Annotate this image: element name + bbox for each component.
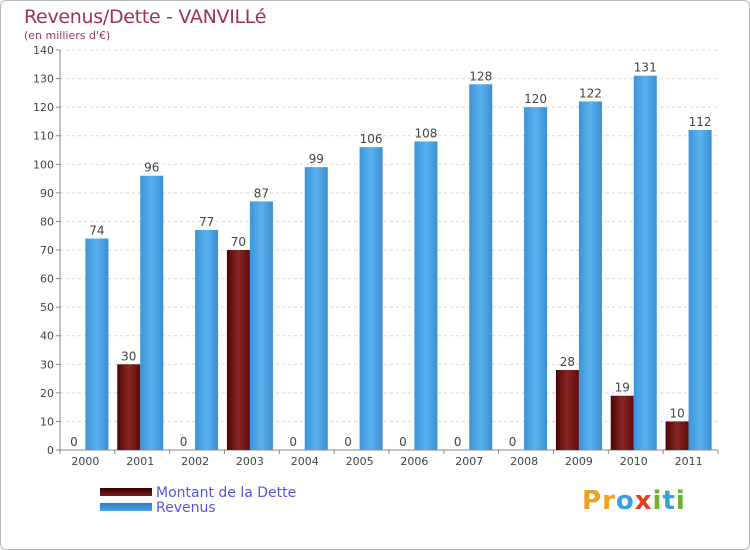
bar-revenus xyxy=(469,84,493,451)
logo-letter: P xyxy=(582,486,603,516)
data-label-dette: 0 xyxy=(180,435,188,449)
bar-dette xyxy=(555,370,579,450)
bar-dette xyxy=(226,250,250,450)
x-tick-label: 2005 xyxy=(346,455,374,468)
data-label-revenus: 108 xyxy=(414,126,437,140)
data-label-dette: 0 xyxy=(454,435,462,449)
y-tick-label: 60 xyxy=(40,273,54,286)
chart-title: Revenus/Dette - VANVILLé xyxy=(24,6,267,28)
proxiti-logo: Proxiti xyxy=(582,486,686,516)
bar-revenus xyxy=(359,147,383,450)
x-tick-label: 2000 xyxy=(71,455,99,468)
bar-revenus xyxy=(578,101,602,450)
bar-revenus xyxy=(304,167,328,450)
logo-letter: o xyxy=(615,486,635,516)
logo-letter: t xyxy=(662,486,676,516)
x-tick-label: 2008 xyxy=(510,455,538,468)
data-label-dette: 10 xyxy=(669,406,684,420)
logo-letter: x xyxy=(634,486,653,516)
data-label-dette: 19 xyxy=(615,381,630,395)
x-tick-label: 2011 xyxy=(675,455,703,468)
data-label-revenus: 74 xyxy=(89,224,104,238)
data-label-revenus: 122 xyxy=(579,86,602,100)
data-label-dette: 0 xyxy=(70,435,78,449)
y-tick-label: 30 xyxy=(40,358,54,371)
y-tick-label: 40 xyxy=(40,330,54,343)
x-tick-label: 2009 xyxy=(565,455,593,468)
bar-dette xyxy=(665,421,689,450)
y-tick-label: 130 xyxy=(33,73,54,86)
legend-label-dette: Montant de la Dette xyxy=(156,485,297,501)
data-label-dette: 0 xyxy=(399,435,407,449)
y-tick-label: 10 xyxy=(40,415,54,428)
data-label-dette: 0 xyxy=(509,435,517,449)
x-tick-label: 2002 xyxy=(181,455,209,468)
bar-revenus xyxy=(140,175,164,450)
bar-revenus xyxy=(85,238,109,450)
data-label-revenus: 120 xyxy=(524,92,547,106)
y-tick-label: 80 xyxy=(40,215,54,228)
y-tick-label: 140 xyxy=(33,44,54,57)
logo-letter: r xyxy=(602,486,616,516)
x-tick-label: 2006 xyxy=(400,455,428,468)
data-label-dette: 30 xyxy=(121,349,136,363)
y-tick-label: 20 xyxy=(40,387,54,400)
bar-revenus xyxy=(195,230,219,450)
data-label-revenus: 77 xyxy=(199,215,214,229)
data-label-revenus: 96 xyxy=(144,161,159,175)
bar-revenus xyxy=(249,201,273,450)
data-label-dette: 70 xyxy=(231,235,246,249)
data-label-revenus: 106 xyxy=(360,132,383,146)
legend-swatch-revenus xyxy=(100,503,152,511)
data-label-revenus: 87 xyxy=(254,186,269,200)
data-label-revenus: 99 xyxy=(309,152,324,166)
data-label-revenus: 131 xyxy=(634,61,657,75)
y-tick-label: 90 xyxy=(40,187,54,200)
bar-revenus xyxy=(524,107,548,451)
x-tick-label: 2007 xyxy=(455,455,483,468)
data-label-dette: 0 xyxy=(344,435,352,449)
logo-letter: i xyxy=(652,486,663,516)
bar-dette xyxy=(610,395,634,450)
y-tick-label: 120 xyxy=(33,101,54,114)
y-tick-label: 0 xyxy=(47,444,54,457)
y-tick-label: 70 xyxy=(40,244,54,257)
legend-label-revenus: Revenus xyxy=(156,500,216,516)
x-tick-label: 2003 xyxy=(236,455,264,468)
bar-revenus xyxy=(414,141,438,450)
data-label-dette: 0 xyxy=(289,435,297,449)
bar-revenus xyxy=(633,75,657,450)
y-tick-label: 50 xyxy=(40,301,54,314)
x-tick-label: 2010 xyxy=(620,455,648,468)
data-label-revenus: 128 xyxy=(469,69,492,83)
logo-letter: i xyxy=(675,486,686,516)
chart-subtitle: (en milliers d'€) xyxy=(24,29,111,42)
x-tick-label: 2001 xyxy=(126,455,154,468)
y-tick-label: 100 xyxy=(33,158,54,171)
bar-revenus xyxy=(688,130,712,450)
data-label-dette: 28 xyxy=(560,355,575,369)
y-tick-label: 110 xyxy=(33,130,54,143)
legend-swatch-dette xyxy=(100,488,152,496)
x-tick-label: 2004 xyxy=(291,455,319,468)
bar-dette xyxy=(117,364,141,450)
data-label-revenus: 112 xyxy=(689,115,712,129)
